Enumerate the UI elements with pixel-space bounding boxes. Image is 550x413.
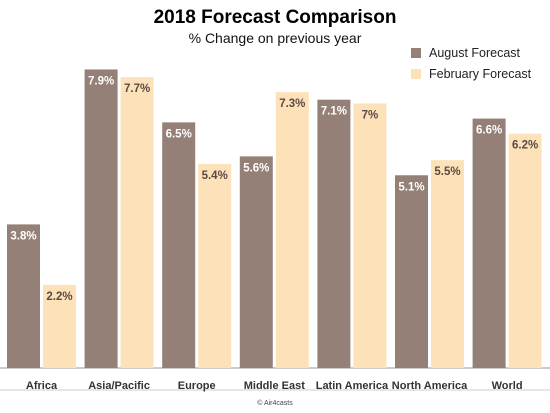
legend-label-august: August Forecast xyxy=(429,46,521,60)
category-label-middle-east: Middle East xyxy=(244,380,305,392)
bar-august-middle-east xyxy=(239,156,273,368)
legend-item-august: August Forecast xyxy=(411,44,531,62)
data-label-february-latin-america: 7% xyxy=(362,109,379,121)
category-label-north-america: North America xyxy=(392,380,468,392)
bar-august-asia-pacific xyxy=(84,69,118,368)
bar-february-africa xyxy=(43,284,76,368)
data-label-february-africa: 2.2% xyxy=(46,291,72,303)
bar-august-africa xyxy=(7,224,40,368)
data-label-august-europe: 6.5% xyxy=(166,128,192,140)
category-label-africa: Africa xyxy=(26,380,58,392)
bar-february-world xyxy=(508,133,542,368)
data-label-february-north-america: 5.5% xyxy=(434,166,460,178)
legend-item-february: February Forecast xyxy=(411,65,531,83)
chart-subtitle: % Change on previous year xyxy=(188,30,362,46)
data-label-february-middle-east: 7.3% xyxy=(279,98,305,110)
bar-february-middle-east xyxy=(275,92,309,369)
data-label-august-latin-america: 7.1% xyxy=(321,106,347,118)
data-label-february-world: 6.2% xyxy=(512,140,538,152)
bar-february-latin-america xyxy=(353,103,387,368)
bar-august-latin-america xyxy=(317,99,351,369)
credit-text: © Air4casts xyxy=(257,400,293,407)
data-label-february-europe: 5.4% xyxy=(202,170,228,182)
bar-august-world xyxy=(472,118,506,369)
category-label-europe: Europe xyxy=(178,380,216,392)
legend: August Forecast February Forecast xyxy=(411,44,531,86)
chart-title: 2018 Forecast Comparison xyxy=(153,7,397,28)
bar-august-europe xyxy=(162,122,196,368)
bar-february-north-america xyxy=(431,160,464,368)
category-label-latin-america: Latin America xyxy=(316,380,389,392)
legend-swatch-february xyxy=(411,69,421,79)
data-label-august-middle-east: 5.6% xyxy=(243,162,269,174)
data-label-february-asia-pacific: 7.7% xyxy=(124,83,150,95)
bar-february-europe xyxy=(198,163,232,368)
data-label-august-world: 6.6% xyxy=(476,125,502,137)
data-label-august-africa: 3.8% xyxy=(10,230,36,242)
category-label-world: World xyxy=(492,380,523,392)
data-label-august-north-america: 5.1% xyxy=(398,181,424,193)
legend-label-february: February Forecast xyxy=(429,67,532,81)
bar-august-north-america xyxy=(395,175,428,368)
data-label-august-asia-pacific: 7.9% xyxy=(88,75,114,87)
bar-february-asia-pacific xyxy=(120,77,154,368)
legend-swatch-august xyxy=(411,48,421,58)
category-label-asia-pacific: Asia/Pacific xyxy=(88,380,150,392)
